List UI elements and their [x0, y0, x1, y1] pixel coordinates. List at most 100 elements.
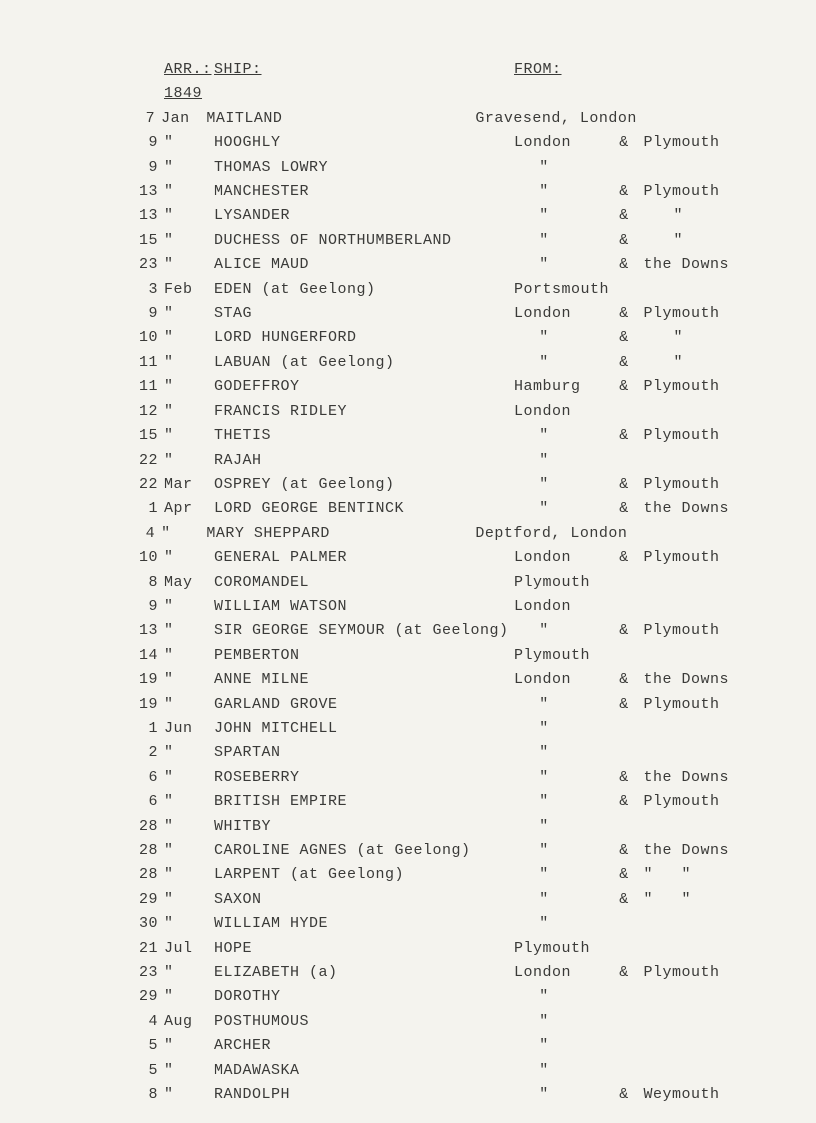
from-secondary: " [634, 326, 784, 350]
arr-day: 6 [130, 766, 158, 790]
from-secondary: " " [634, 888, 754, 912]
header-amp-blank [614, 58, 634, 82]
arr-month: " [158, 351, 210, 375]
table-row: 14"PEMBERTONPlymouth [130, 644, 816, 668]
arr-day: 13 [130, 619, 158, 643]
ship-name: HOOGHLY [210, 131, 514, 155]
ship-name: EDEN (at Geelong) [210, 278, 514, 302]
arr-month: " [158, 741, 210, 765]
table-row: 5"MADAWASKA" [130, 1059, 816, 1083]
arr-month: " [158, 1083, 210, 1107]
arr-month: Jun [158, 717, 210, 741]
from-primary: " [514, 1083, 614, 1107]
arr-day: 22 [130, 449, 158, 473]
arr-day: 11 [130, 351, 158, 375]
table-row: 2"SPARTAN" [130, 741, 816, 765]
table-row: 23"ALICE MAUD"& the Downs [130, 253, 816, 277]
ship-name: CAROLINE AGNES (at Geelong) [210, 839, 514, 863]
from-ampersand: & [614, 253, 634, 277]
ship-name: LARPENT (at Geelong) [210, 863, 514, 887]
arr-month: " [158, 790, 210, 814]
from-primary: " [514, 766, 614, 790]
from-primary: Portsmouth [514, 278, 614, 302]
from-ampersand: & [614, 888, 634, 912]
year-row: 1849 [130, 82, 816, 106]
table-row: 12"FRANCIS RIDLEYLondon [130, 400, 816, 424]
from-secondary [634, 741, 754, 765]
ship-name: LORD HUNGERFORD [210, 326, 514, 350]
table-row: 22"RAJAH" [130, 449, 816, 473]
from-secondary: Plymouth [634, 180, 754, 204]
table-row: 15"DUCHESS OF NORTHUMBERLAND"& " [130, 229, 816, 253]
header-from2-blank [634, 58, 754, 82]
arr-month: " [158, 839, 210, 863]
arr-day: 8 [130, 571, 158, 595]
from-secondary: the Downs [634, 253, 754, 277]
from-primary: " [514, 863, 614, 887]
ship-name: WILLIAM WATSON [210, 595, 514, 619]
ship-name: ELIZABETH (a) [210, 961, 514, 985]
from-primary: " [514, 253, 614, 277]
table-body: 7JanMAITLANDGravesend, London 9"HOOGHLYL… [130, 107, 816, 1108]
arr-day: 19 [130, 693, 158, 717]
arr-month: Apr [158, 497, 210, 521]
arr-day: 4 [130, 522, 155, 546]
from-primary: " [514, 790, 614, 814]
from-primary: " [514, 497, 614, 521]
from-primary: London [514, 668, 614, 692]
arr-day: 23 [130, 961, 158, 985]
from-primary: " [514, 326, 614, 350]
arr-day: 22 [130, 473, 158, 497]
table-row: 22MarOSPREY (at Geelong)"& Plymouth [130, 473, 816, 497]
from-secondary [634, 1034, 754, 1058]
from-ampersand [614, 815, 634, 839]
arr-day: 1 [130, 717, 158, 741]
table-row: 7JanMAITLANDGravesend, London [130, 107, 816, 131]
from-primary: " [514, 985, 614, 1009]
ship-name: HOPE [210, 937, 514, 961]
ship-name: ROSEBERRY [210, 766, 514, 790]
from-ampersand [614, 985, 634, 1009]
arr-day: 8 [130, 1083, 158, 1107]
arr-day: 11 [130, 375, 158, 399]
from-primary: " [514, 888, 614, 912]
from-primary: Hamburg [514, 375, 614, 399]
from-ampersand: & [614, 619, 634, 643]
ship-name: ARCHER [210, 1034, 514, 1058]
from-primary: " [514, 741, 614, 765]
from-secondary [634, 449, 754, 473]
from-primary: " [514, 619, 614, 643]
from-ampersand: & [614, 351, 634, 375]
from-ampersand [614, 912, 634, 936]
from-secondary [634, 1059, 754, 1083]
from-ampersand: & [614, 766, 634, 790]
arr-day: 9 [130, 302, 158, 326]
ship-name: GARLAND GROVE [210, 693, 514, 717]
ship-name: OSPREY (at Geelong) [210, 473, 514, 497]
from-ampersand [614, 937, 634, 961]
from-secondary [634, 400, 754, 424]
table-row: 1AprLORD GEORGE BENTINCK"& the Downs [130, 497, 816, 521]
arr-day: 5 [130, 1034, 158, 1058]
arr-month: " [158, 326, 210, 350]
ship-name: STAG [210, 302, 514, 326]
from-secondary [634, 156, 754, 180]
from-primary: London [514, 131, 614, 155]
from-secondary: Plymouth [634, 693, 754, 717]
from-primary: " [514, 473, 614, 497]
arr-month: " [158, 546, 210, 570]
table-row: 13"MANCHESTER"& Plymouth [130, 180, 816, 204]
from-primary: " [514, 839, 614, 863]
ship-name: RANDOLPH [210, 1083, 514, 1107]
arr-month: " [158, 375, 210, 399]
from-primary: " [514, 424, 614, 448]
from-primary: " [514, 156, 614, 180]
arr-month: May [158, 571, 210, 595]
year-blank [130, 82, 158, 106]
table-row: 11"GODEFFROYHamburg& Plymouth [130, 375, 816, 399]
from-primary: London [514, 595, 614, 619]
table-row: 1JunJOHN MITCHELL" [130, 717, 816, 741]
arr-month: Jul [158, 937, 210, 961]
from-secondary [634, 937, 754, 961]
table-row: 19"ANNE MILNELondon& the Downs [130, 668, 816, 692]
